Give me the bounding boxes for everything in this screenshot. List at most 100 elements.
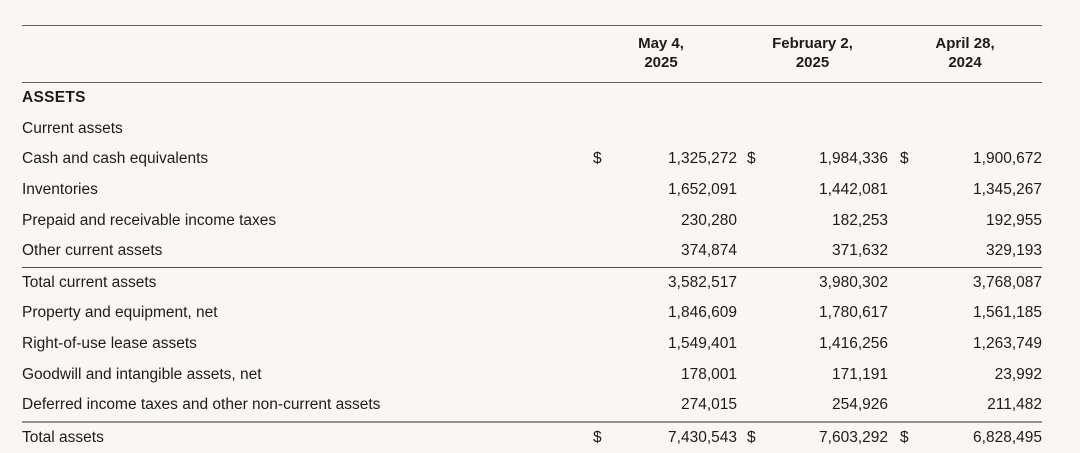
period-1-date: May 4, (638, 35, 684, 52)
table-row: Total assets $ 7,430,543 $ 7,603,292 $ 6… (22, 420, 1043, 453)
currency-symbol-col2 (737, 205, 760, 236)
amount-col2: 371,632 (831, 242, 889, 260)
currency-symbol-col1 (585, 359, 607, 390)
amount-col3: 3,768,087 (912, 266, 1043, 299)
currency-symbol-col2 (737, 236, 760, 267)
amount-col3: 1,900,672 (973, 150, 1043, 168)
currency-symbol-col3 (888, 83, 912, 114)
period-2-year: 2025 (795, 54, 830, 71)
currency-symbol-col1: $ (593, 150, 602, 168)
table-row: Other current assets 374,874 371,632 329… (22, 236, 1042, 267)
amount-col1: 1,325,272 (668, 150, 738, 168)
period-3-date: April 28, (935, 35, 995, 52)
row-label: Right-of-use lease assets (22, 335, 197, 353)
amount-col2: 7,603,292 (760, 420, 889, 453)
table-row: Total current assets 3,582,517 3,980,302… (22, 266, 1043, 299)
amount-col2: 182,253 (831, 211, 889, 229)
amount-col1: 274,015 (680, 396, 738, 414)
table-row: Current assets (22, 114, 1042, 145)
amount-col1 (607, 114, 737, 145)
amount-col1: 7,430,543 (607, 420, 738, 453)
currency-symbol-col1 (585, 205, 607, 236)
amount-col1: 1,846,609 (668, 304, 738, 322)
amount-col2: 1,416,256 (819, 335, 889, 353)
currency-symbol-col2 (737, 329, 760, 360)
row-label: Inventories (22, 181, 98, 199)
row-label: Total assets (22, 420, 585, 453)
row-label: Goodwill and intangible assets, net (22, 365, 262, 383)
table-body: ASSETS Current assets Cash and cash equi… (22, 83, 1043, 453)
amount-col2: 1,442,081 (819, 181, 889, 199)
amount-col1: 178,001 (680, 365, 738, 383)
currency-symbol-col1 (585, 329, 607, 360)
currency-symbol-col3 (888, 298, 912, 329)
currency-symbol-col1 (585, 236, 607, 267)
amount-col2: 1,984,336 (819, 150, 889, 168)
amount-col3 (912, 114, 1042, 145)
amount-col3: 192,955 (985, 211, 1043, 229)
currency-symbol-col2: $ (737, 420, 761, 453)
row-label: Current assets (22, 119, 123, 137)
period-2-date: February 2, (772, 35, 853, 52)
amount-col1: 1,652,091 (668, 181, 738, 199)
amount-col3: 1,561,185 (973, 304, 1043, 322)
currency-symbol-col1 (585, 175, 607, 206)
column-header-period-2: February 2, 2025 (737, 25, 889, 83)
amount-col3: 329,193 (985, 242, 1043, 260)
period-1-year: 2025 (644, 54, 678, 71)
currency-symbol-col3 (888, 266, 913, 299)
table-row: Cash and cash equivalents $ 1,325,272 $ … (22, 144, 1042, 175)
amount-col3: 1,263,749 (973, 335, 1043, 353)
currency-symbol-col2 (737, 175, 760, 206)
currency-symbol-col1 (585, 390, 607, 422)
period-3-year: 2024 (948, 54, 982, 71)
currency-symbol-col3 (888, 236, 912, 267)
row-label: Property and equipment, net (22, 304, 218, 322)
currency-symbol-col1 (585, 266, 607, 299)
amount-col2: 254,926 (831, 396, 889, 414)
row-label: Deferred income taxes and other non-curr… (22, 396, 381, 414)
table-header-row: May 4, 2025 February 2, 2025 April 28, 2… (22, 25, 1043, 83)
currency-symbol-col3: $ (900, 150, 909, 168)
currency-symbol-col2 (737, 390, 760, 422)
table-row: Goodwill and intangible assets, net 178,… (22, 359, 1042, 390)
table-row: Property and equipment, net 1,846,609 1,… (22, 298, 1042, 329)
amount-col2: 3,980,302 (760, 266, 889, 299)
header-spacer-cell (22, 25, 585, 83)
row-label: Prepaid and receivable income taxes (22, 211, 277, 229)
currency-symbol-col3 (888, 359, 912, 390)
amount-col1: 374,874 (680, 242, 738, 260)
currency-symbol-col3: $ (888, 420, 913, 453)
table-row: Inventories 1,652,091 1,442,081 1,345,26… (22, 175, 1042, 206)
row-label: Total current assets (22, 266, 585, 299)
amount-col3: 6,828,495 (912, 420, 1043, 453)
currency-symbol-col2 (737, 83, 760, 114)
currency-symbol-col3 (888, 390, 912, 422)
row-label: Cash and cash equivalents (22, 150, 209, 168)
amount-col2: 171,191 (831, 365, 889, 383)
currency-symbol-col2 (737, 266, 761, 299)
currency-symbol-col3 (888, 114, 912, 145)
amount-col3: 23,992 (994, 365, 1043, 383)
table-row: Prepaid and receivable income taxes 230,… (22, 205, 1042, 236)
currency-symbol-col2 (737, 114, 760, 145)
currency-symbol-col1: $ (585, 420, 607, 453)
column-header-period-1: May 4, 2025 (585, 25, 738, 83)
currency-symbol-col2: $ (747, 150, 756, 168)
amount-col2 (760, 114, 888, 145)
amount-col2 (760, 83, 888, 114)
row-label: Other current assets (22, 242, 163, 260)
table-row: Deferred income taxes and other non-curr… (22, 390, 1042, 422)
currency-symbol-col1 (585, 83, 607, 114)
table-row: Right-of-use lease assets 1,549,401 1,41… (22, 329, 1042, 360)
currency-symbol-col2 (737, 359, 760, 390)
amount-col2: 1,780,617 (819, 304, 889, 322)
amount-col1: 1,549,401 (668, 335, 738, 353)
currency-symbol-col3 (888, 329, 912, 360)
currency-symbol-col3 (888, 205, 912, 236)
balance-sheet-table: May 4, 2025 February 2, 2025 April 28, 2… (22, 25, 1043, 453)
currency-symbol-col1 (585, 114, 607, 145)
amount-col1: 230,280 (680, 211, 738, 229)
amount-col1 (607, 83, 737, 114)
